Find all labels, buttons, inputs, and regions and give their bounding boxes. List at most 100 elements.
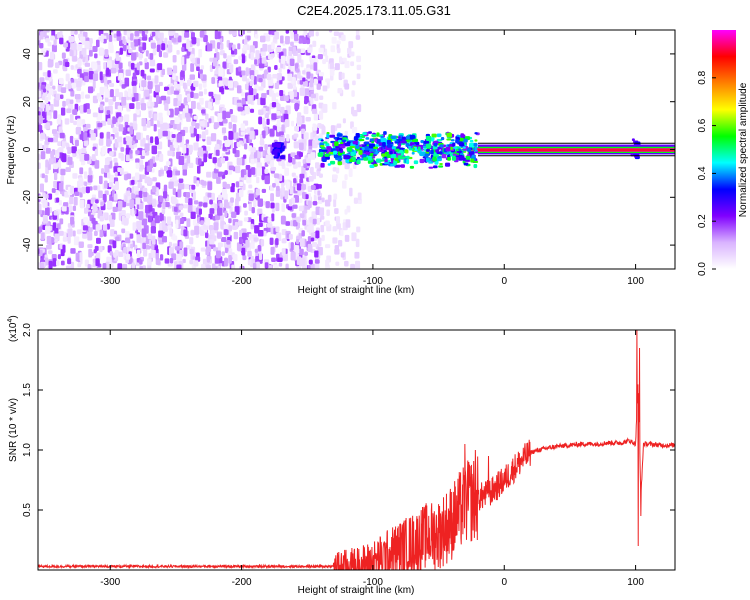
- spectrogram-cell: [299, 48, 306, 54]
- spectrogram-cell: [312, 40, 317, 47]
- spectrogram-cell: [249, 80, 253, 86]
- spectrogram-cell: [189, 126, 194, 134]
- spectrogram-cell: [294, 102, 299, 112]
- spectrogram-cell: [288, 233, 293, 240]
- spectrogram-cell: [193, 142, 199, 151]
- spectrogram-cell: [199, 97, 204, 105]
- spectrogram-cell: [162, 201, 166, 210]
- spectrogram-carrier-band: [477, 149, 675, 152]
- spectrogram-cell: [352, 140, 359, 145]
- spectrogram-cell: [242, 74, 247, 82]
- spectrogram-cell: [238, 55, 242, 60]
- spectrogram-cell: [342, 180, 347, 189]
- spectrogram-cell: [158, 170, 162, 177]
- spectrogram-cell: [409, 134, 416, 140]
- spectrogram-cell: [290, 41, 294, 47]
- spectrogram-cell: [46, 115, 51, 121]
- spectrogram-cell: [114, 131, 119, 138]
- spectrogram-cell: [104, 49, 109, 58]
- snr-x-axis-label: Height of straight line (km): [298, 585, 415, 596]
- spectrogram-cell: [350, 151, 355, 156]
- spectrogram-cell: [156, 44, 161, 53]
- spectrogram-cell: [206, 171, 212, 178]
- spectrogram-cell: [373, 146, 379, 149]
- spectrogram-cell: [140, 69, 145, 77]
- spectrogram-cell: [247, 168, 252, 178]
- snr-y-axis-label: SNR (10 * v/v): [8, 398, 19, 462]
- spectrogram-cell: [177, 182, 183, 191]
- spectrogram-cell: [413, 160, 419, 165]
- spectrogram-cell: [38, 143, 43, 153]
- spectrogram-cell: [154, 75, 159, 84]
- spectrogram-cell: [295, 68, 300, 73]
- spectrogram-cell: [197, 147, 204, 157]
- spectrogram-cell: [271, 257, 276, 263]
- spectrogram-cell: [237, 106, 244, 112]
- spectrogram-cell: [271, 41, 275, 50]
- spectrogram-cell: [79, 54, 83, 59]
- spectrogram-cell: [198, 201, 203, 207]
- spectrogram-cell: [175, 246, 180, 251]
- spectrogram-cell: [53, 38, 57, 46]
- spectrogram-cell: [107, 172, 111, 179]
- spectrogram-cell: [458, 155, 465, 160]
- spectrogram-cell: [285, 221, 291, 226]
- spectrogram-cell: [264, 143, 268, 151]
- spectrogram-cell: [291, 213, 296, 218]
- spectrogram-cell: [83, 217, 89, 223]
- spectrogram-cell: [86, 108, 91, 114]
- spectrogram-cell: [425, 135, 432, 141]
- spectrogram-cell: [305, 220, 310, 225]
- spectrogram-cell: [287, 73, 293, 82]
- spectrogram-cell: [333, 154, 338, 159]
- spectrogram-cell: [344, 174, 348, 181]
- spectrogram-cell: [140, 103, 147, 111]
- spectrogram-cell: [107, 118, 112, 125]
- spectrogram-cell: [447, 157, 451, 161]
- spectrogram-cell: [203, 202, 208, 208]
- spectrogram-cell: [191, 100, 196, 109]
- spectrogram-x-tick-label: -300: [100, 276, 120, 287]
- spectrogram-cell: [104, 157, 110, 166]
- spectrogram-cell: [301, 230, 305, 237]
- spectrogram-cell: [152, 199, 157, 207]
- spectrogram-cell: [314, 259, 320, 264]
- spectrogram-cell: [329, 160, 336, 165]
- spectrogram-cell: [224, 140, 230, 148]
- spectrogram-cell: [163, 86, 170, 91]
- spectrogram-cell: [356, 55, 362, 63]
- spectrogram-cell: [70, 248, 76, 254]
- spectrogram-cell: [269, 88, 273, 97]
- colorbar-label: Normalized spectral amplitude: [738, 82, 749, 217]
- spectrogram-cell: [84, 62, 91, 67]
- spectrogram-cell: [81, 48, 87, 57]
- colorbar-tick-label: 0.8: [697, 70, 708, 84]
- spectrogram-cell: [142, 265, 146, 269]
- spectrogram-cell: [201, 263, 206, 269]
- spectrogram-cell: [164, 201, 170, 208]
- spectrogram-cell: [171, 134, 176, 139]
- spectrogram-cell: [199, 31, 205, 38]
- spectrogram-cell: [262, 117, 266, 126]
- spectrogram-cell: [256, 176, 260, 184]
- spectrogram-cell: [77, 187, 83, 193]
- spectrogram-cell: [207, 43, 213, 52]
- spectrogram-cell: [257, 229, 264, 237]
- spectrogram-cell: [363, 157, 369, 161]
- spectrogram-cell: [61, 52, 66, 59]
- spectrogram-cell: [83, 72, 89, 77]
- spectrogram-cell: [68, 35, 75, 43]
- spectrogram-cell: [99, 71, 103, 81]
- spectrogram-cell: [90, 133, 96, 141]
- spectrogram-carrier-band: [477, 146, 675, 149]
- spectrogram-cell: [242, 232, 247, 240]
- spectrogram-cell: [308, 139, 314, 148]
- spectrogram-cell: [166, 110, 171, 116]
- spectrogram-carrier-band: [477, 144, 675, 147]
- spectrogram-cell: [108, 34, 113, 42]
- spectrogram-cell: [152, 185, 157, 193]
- spectrogram-cell: [198, 83, 203, 90]
- spectrogram-cell: [150, 118, 154, 127]
- spectrogram-cell: [293, 85, 297, 91]
- spectrogram-cell: [45, 103, 50, 112]
